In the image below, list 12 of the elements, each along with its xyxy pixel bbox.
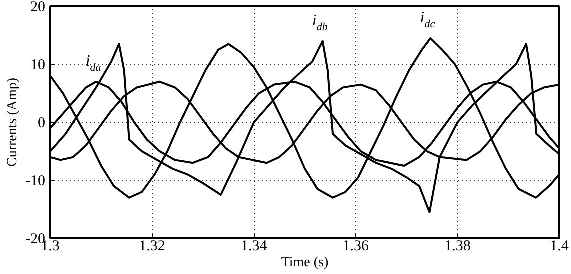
y-tick-label: -20 xyxy=(26,232,46,248)
x-axis-title: Time (s) xyxy=(281,256,329,270)
x-tick-label: 1.38 xyxy=(444,238,471,254)
x-tick-label: 1.34 xyxy=(240,238,268,254)
x-tick-label: 1.32 xyxy=(139,238,166,254)
y-tick-label: 10 xyxy=(30,58,46,74)
y-tick-label: -10 xyxy=(26,174,46,190)
y-tick-label: 20 xyxy=(30,0,46,16)
y-axis-title: Currents (Amp) xyxy=(6,78,21,168)
x-tick-label: 1.36 xyxy=(342,238,370,254)
y-tick-label: 0 xyxy=(38,116,46,132)
x-tick-label: 1.4 xyxy=(550,238,570,254)
